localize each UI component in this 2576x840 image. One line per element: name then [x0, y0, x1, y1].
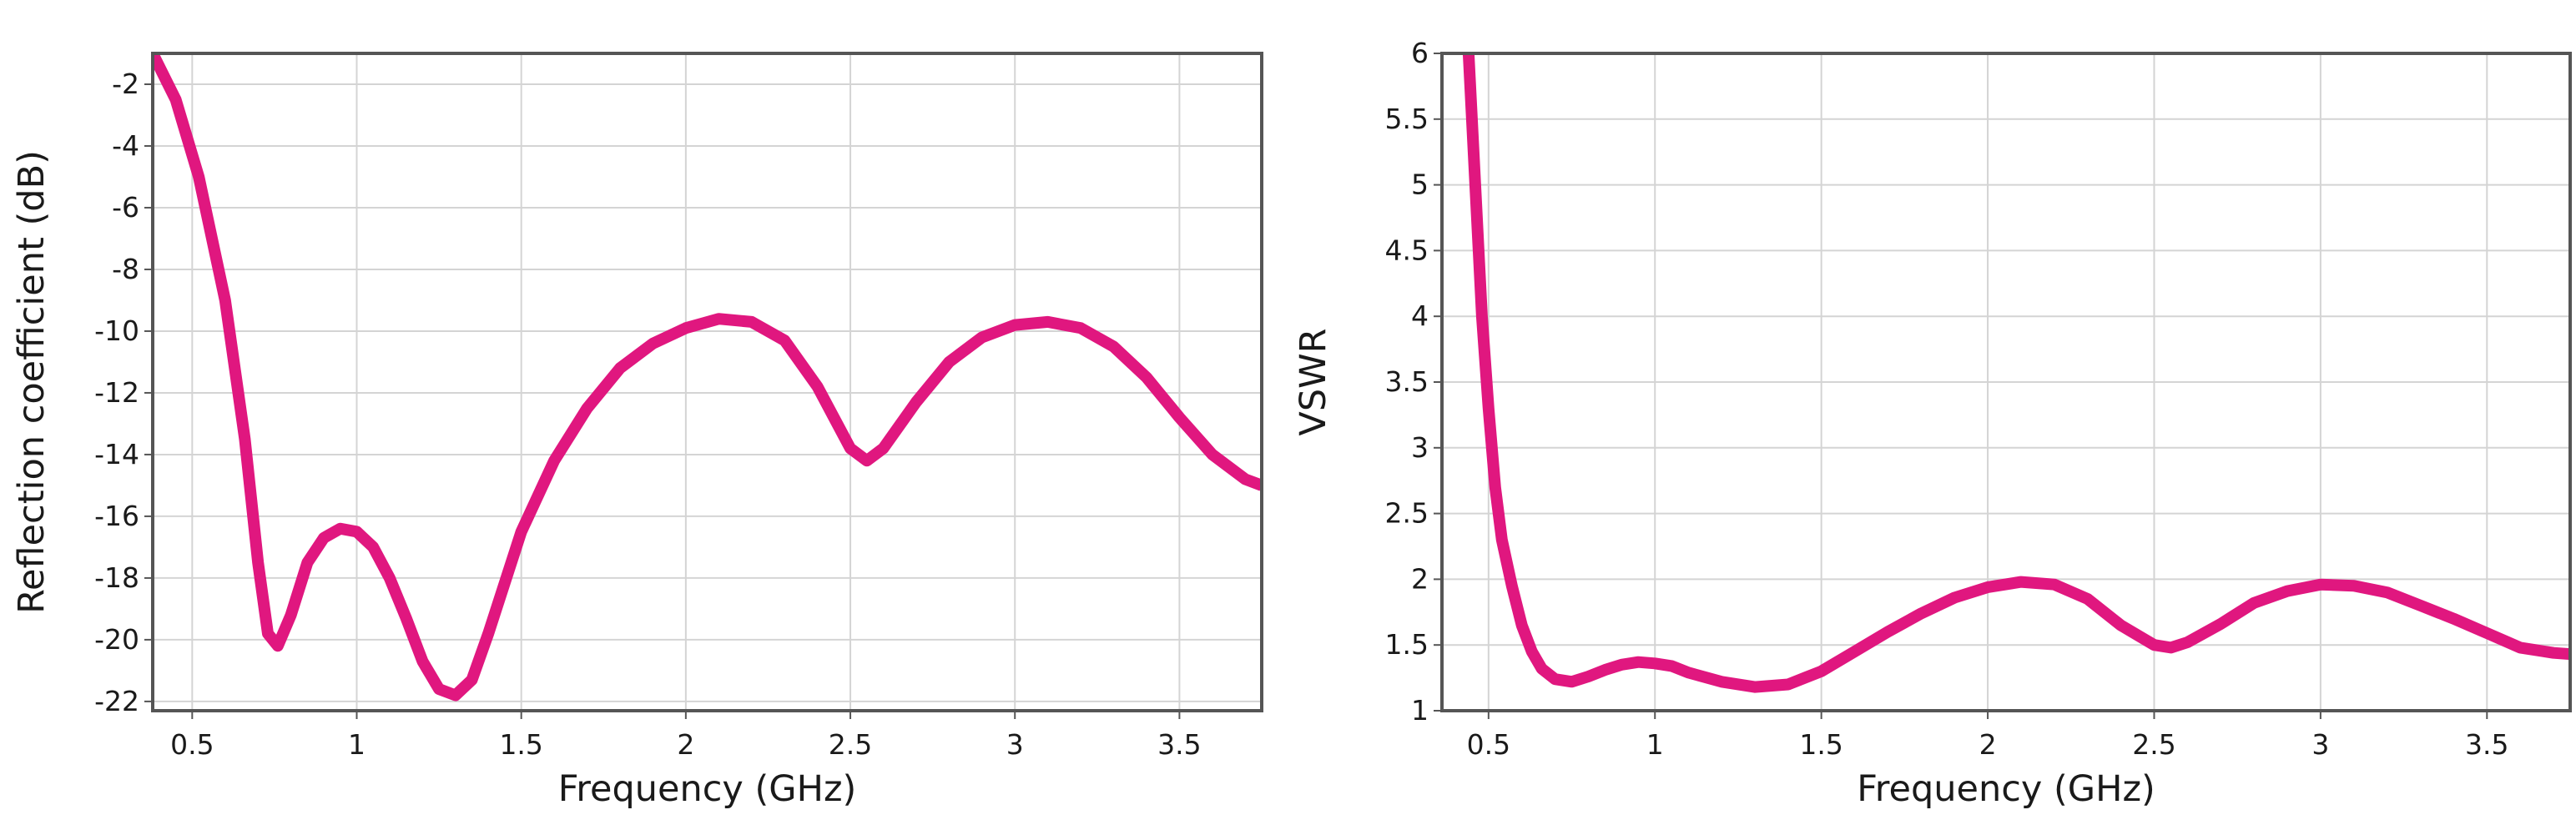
chart-2: 0.5 1 1.5 2 2.5 3 3.5 1 1.5 2 2.5 3 3.5 4 4.5 5 5.5 6 Freq…: [1293, 37, 2572, 810]
y-tick-label: 3: [1411, 431, 1429, 464]
plot-frame: [151, 52, 1263, 712]
x-tick-label: 2.5: [2132, 728, 2175, 761]
x-tick-label: 1.5: [1799, 728, 1843, 761]
y-tick-label: 5: [1411, 169, 1429, 201]
y-tick-label: 1.5: [1385, 628, 1429, 661]
x-tick-label: 0.5: [170, 728, 214, 761]
x-tick-label: 1: [348, 728, 365, 761]
y-tick-label: -18: [94, 561, 139, 594]
x-tick-label: 0.5: [1467, 728, 1510, 761]
y-tick-label: 5.5: [1385, 103, 1429, 135]
y-tick-label: -10: [94, 314, 139, 347]
x-tick-label: 3.5: [1157, 728, 1201, 761]
chart-1: 0.5 1 1.5 2 2.5 3 3.5 -2 -4 -6 -8 -10 -12 -14 -16 -18 -2…: [11, 52, 1263, 810]
x-tick-label: 3: [1006, 728, 1024, 761]
series-line-1: [1462, 53, 2570, 693]
y-tick-label: 4.5: [1385, 234, 1429, 266]
y-tick-label: -20: [94, 623, 139, 656]
x-tick-label: 2.5: [829, 728, 872, 761]
x-tick-label: 1: [1646, 728, 1664, 761]
x-tick-label: 3.5: [2465, 728, 2508, 761]
y-tick-label: 1: [1411, 694, 1429, 727]
y-tick-label: -14: [94, 438, 139, 470]
x-tick-label: 2: [677, 728, 694, 761]
y-tick-label: -12: [94, 376, 139, 409]
y-tick-label: -8: [112, 253, 139, 285]
y-tick-label: -2: [112, 68, 139, 100]
x-tick-label: 3: [2311, 728, 2329, 761]
y-tick-label: -6: [112, 191, 139, 224]
y-axis-label: Reflection coefficient (dB): [11, 150, 53, 614]
y-tick-label: 6: [1411, 37, 1429, 69]
x-tick-label: 2: [1979, 728, 1997, 761]
x-axis-label: Frequency (GHz): [1857, 768, 2155, 810]
series-line-1: [153, 53, 1262, 702]
x-axis-label: Frequency (GHz): [558, 768, 857, 810]
y-tick-label: -16: [94, 500, 139, 532]
y-tick-label: 2: [1411, 562, 1429, 595]
y-tick-label: 4: [1411, 299, 1429, 332]
y-tick-label: 3.5: [1385, 365, 1429, 398]
y-tick-label: -22: [94, 685, 139, 717]
y-tick-label: -4: [112, 129, 139, 162]
plot-frame: [1440, 52, 2572, 712]
x-tick-label: 1.5: [499, 728, 542, 761]
y-tick-label: 2.5: [1385, 497, 1429, 530]
y-axis-label: VSWR: [1293, 328, 1334, 435]
